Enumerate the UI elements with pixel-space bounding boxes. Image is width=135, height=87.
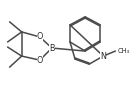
Text: B: B	[49, 44, 55, 53]
Text: O: O	[37, 56, 43, 65]
Text: CH₃: CH₃	[117, 48, 129, 54]
Text: N: N	[100, 52, 106, 61]
Text: O: O	[37, 32, 43, 41]
